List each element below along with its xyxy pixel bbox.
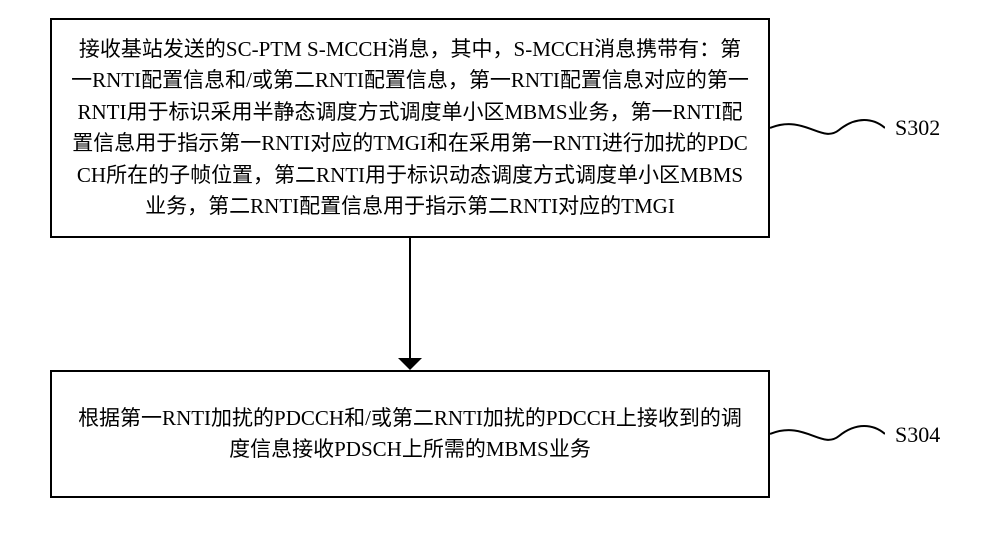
wave-connector-1 xyxy=(770,108,885,148)
step-label-1: S302 xyxy=(895,115,940,141)
step-2-text: 根据第一RNTI加扰的PDCCH和/或第二RNTI加扰的PDCCH上接收到的调度… xyxy=(70,403,750,466)
arrow-line xyxy=(409,238,411,358)
step-1-text: 接收基站发送的SC-PTM S-MCCH消息，其中，S-MCCH消息携带有：第一… xyxy=(70,34,750,223)
step-label-2: S304 xyxy=(895,422,940,448)
flowchart-container: 接收基站发送的SC-PTM S-MCCH消息，其中，S-MCCH消息携带有：第一… xyxy=(0,0,1000,555)
arrow-head-icon xyxy=(398,358,422,370)
wave-connector-2 xyxy=(770,414,885,454)
flowchart-step-1: 接收基站发送的SC-PTM S-MCCH消息，其中，S-MCCH消息携带有：第一… xyxy=(50,18,770,238)
flowchart-step-2: 根据第一RNTI加扰的PDCCH和/或第二RNTI加扰的PDCCH上接收到的调度… xyxy=(50,370,770,498)
